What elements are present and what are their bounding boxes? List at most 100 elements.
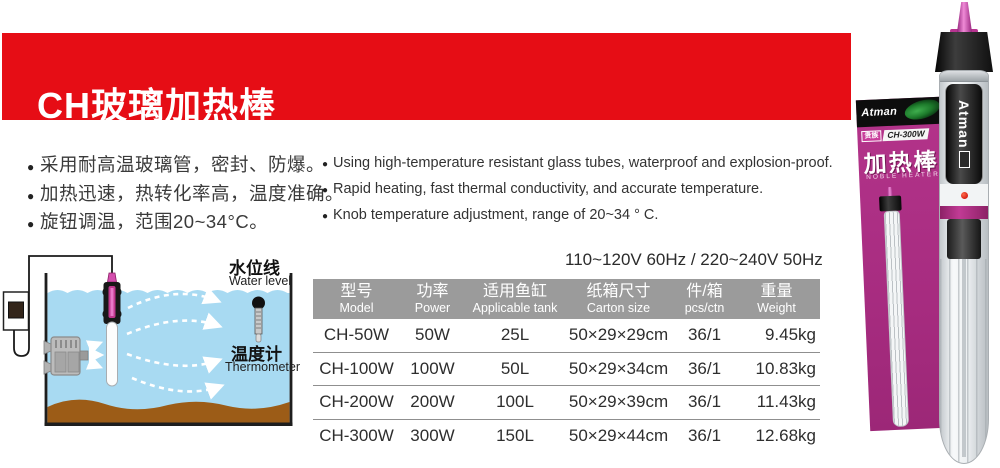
heater-glass-tube: Atman [939,70,989,464]
box-heater-illustration [878,186,912,428]
thermometer-label-cn: 温度计 [231,345,282,364]
table-row: CH-200W 200W 100L 50×29×39cm 36/1 11.43k… [313,386,820,420]
cell-pcs: 36/1 [687,425,722,445]
cell-model: CH-100W [319,358,394,378]
header-cn: 适用鱼缸 [482,283,547,300]
brand-logo: Atman [861,105,898,120]
aquarium-diagram [2,255,293,426]
thermometer-label-en: Thermometer [225,360,301,374]
feature-text: 加热迅速，热转化率高，温度准确。 [40,182,345,204]
features-chinese: ● 采用耐高温玻璃管，密封、防爆。 ● 加热迅速，热转化率高，温度准确。 ● 旋钮调温… [27,152,344,238]
cell-pcs: 36/1 [687,325,722,345]
box-top-band: Atman [855,96,941,128]
feature-text: Using high-temperature resistant glass t… [333,155,833,171]
heater-cap [879,195,902,212]
heater-element [947,219,981,259]
cell-model: CH-50W [323,325,390,345]
col-header-carton: 纸箱尺寸 Carton size [565,283,672,315]
bullet-icon: ● [322,211,329,222]
power-cord [13,255,113,357]
header-cn: 重量 [760,283,793,300]
col-header-model: 型号 Model [313,283,400,315]
glass-heater: Atman [933,2,995,466]
feature-text: Rapid heating, fast thermal conductivity… [333,181,764,197]
cell-carton: 50×29×29cm [568,325,669,345]
heater-indicator-band [940,184,988,206]
col-header-power: 功率 Power [400,283,465,315]
brand-tag-icon [958,151,970,169]
cell-carton: 50×29×44cm [568,425,669,445]
heater-tube [883,210,910,428]
heater-brand-text: Atman [956,99,972,149]
title-banner: CH玻璃加热棒 CH GLASS HEATER [2,33,851,140]
feature-text: 采用耐高温玻璃管，密封、防爆。 [40,154,326,175]
cell-carton: 50×29×34cm [568,358,669,378]
cell-tank: 25L [500,325,530,345]
pump [43,336,89,376]
header-en: Weight [757,301,796,315]
col-header-tank: 适用鱼缸 Applicable tank [465,283,565,315]
header-cn: 纸箱尺寸 [586,283,651,300]
header-cn: 功率 [416,283,449,300]
cell-weight: 12.68kg [755,425,817,445]
voltage-spec: 110~120V 60Hz / 220~240V 50Hz [565,250,823,269]
cell-power: 100W [410,358,455,378]
heater-magenta-band [940,206,988,219]
bullet-icon: ● [27,188,35,203]
bullet-icon: ● [322,159,329,170]
heater-label: Atman [945,84,983,184]
cell-power: 300W [410,425,455,445]
cell-tank: 150L [496,425,534,445]
cell-tank: 100L [496,392,534,412]
header-en: Carton size [586,301,651,315]
feature-item: ● 旋钮调温，范围20~34°C。 [27,209,344,238]
substrate [47,399,290,423]
header-en: Model [339,301,374,315]
cell-carton: 50×29×39cm [568,392,669,412]
cell-weight: 9.45kg [764,325,816,345]
cell-weight: 10.83kg [755,358,817,378]
outlet-socket [8,301,24,319]
table-row: CH-50W 50W 25L 50×29×29cm 36/1 9.45kg [313,319,820,353]
table-row: CH-100W 100W 50L 50×29×34cm 36/1 10.83kg [313,353,820,386]
box-model-strip: 贵族 CH-300W [861,128,930,143]
product-photo: Atman 贵族 CH-300W 加热棒 NOBLE HEATER [855,0,1000,468]
cell-power: 200W [410,392,455,412]
noble-badge: 贵族 [861,130,882,143]
header-en: pcs/ctn [684,301,725,315]
tank-bottom [44,422,293,426]
cell-model: CH-200W [319,392,394,412]
features-english: ● Using high-temperature resistant glass … [322,151,833,229]
heater-collar [940,71,988,82]
feature-item: ● 加热迅速，热转化率高，温度准确。 [27,181,344,210]
heater-adjust-knob [957,2,972,32]
table-row: CH-300W 300W 150L 50×29×44cm 36/1 12.68k… [313,420,820,453]
heater-in-tank [102,272,122,387]
cell-power: 50W [415,325,450,345]
feature-text: 旋钮调温，范围20~34°C。 [40,211,269,232]
box-model-number: CH-300W [882,128,930,142]
header-cn: 件/箱 [686,283,723,300]
cell-pcs: 36/1 [687,392,722,412]
feature-item: ● Knob temperature adjustment, range of 2… [322,203,833,229]
bullet-icon: ● [322,185,329,196]
feature-text: Knob temperature adjustment, range of 20… [333,207,659,223]
col-header-weight: 重量 Weight [737,283,820,315]
heater-cap [935,32,993,72]
cell-model: CH-300W [319,425,394,445]
page-title-en: CH GLASS HEATER [38,118,240,140]
feature-item: ● Rapid heating, fast thermal conductivit… [322,177,833,203]
spec-table: 型号 Model 功率 Power 适用鱼缸 Applicable tank 纸箱尺寸… [313,279,820,452]
cell-weight: 11.43kg [756,392,816,412]
feature-item: ● Using high-temperature resistant glass … [322,151,833,177]
bullet-icon: ● [27,217,35,231]
header-cn: 型号 [340,283,373,300]
water-level-label-cn: 水位线 [229,259,280,278]
header-en: Applicable tank [472,301,558,315]
feature-item: ● 采用耐高温玻璃管，密封、防爆。 [27,152,344,181]
glass-core-line [962,259,967,457]
bullet-icon: ● [27,160,35,174]
water-level-label-en: Water level [229,274,292,288]
page-title-cn: CH玻璃加热棒 [37,85,276,126]
